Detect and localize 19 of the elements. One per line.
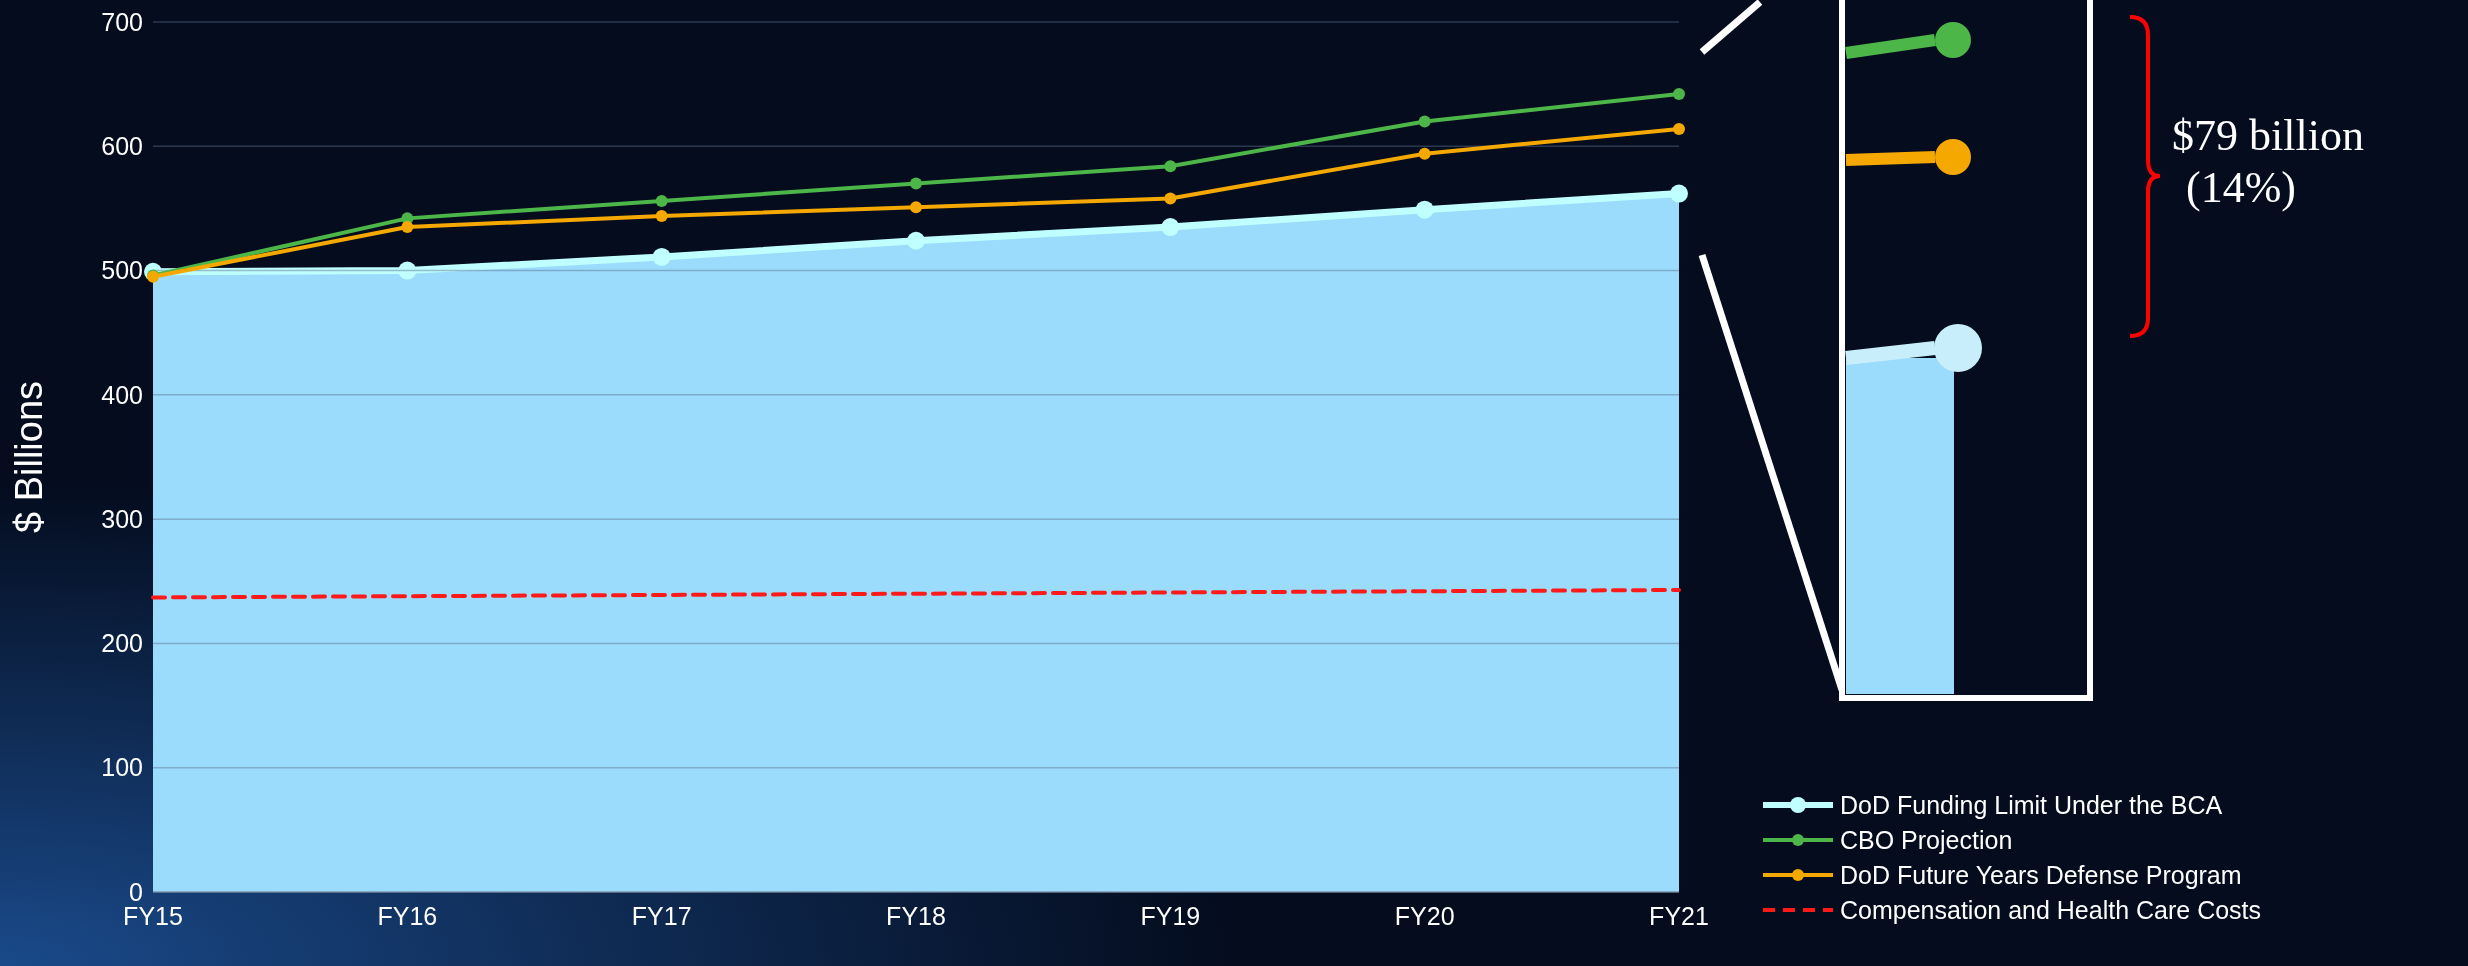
legend-label: CBO Projection [1840,825,2013,854]
x-tick-label: FY20 [1394,902,1455,930]
x-tick-label: FY16 [377,902,438,930]
y-tick-label: 600 [101,132,143,161]
legend-label: DoD Future Years Defense Program [1840,860,2242,889]
y-tick-label: 700 [101,7,143,36]
legend-label: DoD Funding Limit Under the BCA [1840,790,2223,819]
y-tick-label: 500 [101,256,143,285]
legend-label: Compensation and Health Care Costs [1840,895,2262,924]
text: $79 billion (14%) [2172,111,2364,212]
y-tick-label: 300 [101,504,143,533]
x-tick-label: FY17 [631,902,692,930]
x-tick-label: FY18 [886,902,946,930]
y-tick-label: 400 [101,380,143,409]
x-tick-label: FY19 [1140,902,1201,930]
y-tick-label: 200 [101,629,143,658]
x-tick-label: FY21 [1649,902,1709,930]
y-tick-label: 100 [101,753,143,782]
y-axis-title: $ Billions [8,380,50,534]
